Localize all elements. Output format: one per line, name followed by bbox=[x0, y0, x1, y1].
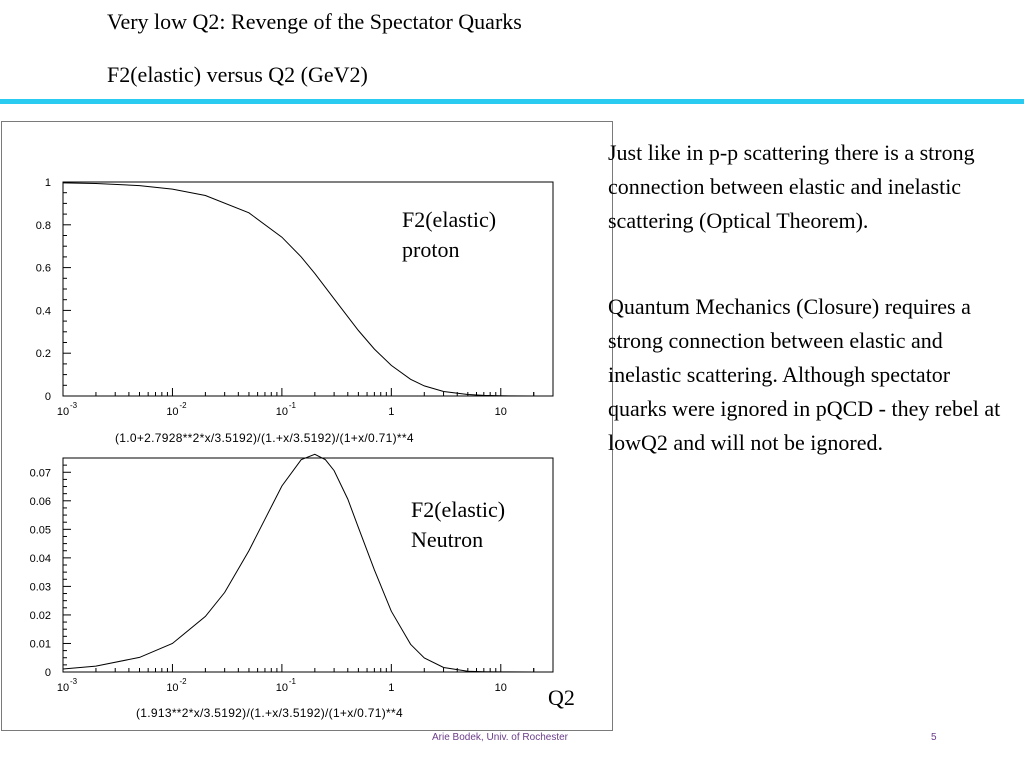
proton-x-tick-exponent: -2 bbox=[179, 401, 187, 410]
text-paragraph-1: Just like in p-p scattering there is a s… bbox=[608, 140, 975, 233]
title-divider bbox=[0, 99, 1024, 104]
neutron-y-tick-label: 0.01 bbox=[30, 638, 51, 650]
neutron-x-tick-label: 10 bbox=[495, 682, 507, 694]
neutron-y-tick-label: 0.03 bbox=[30, 581, 51, 593]
proton-label-line2: proton bbox=[402, 237, 460, 262]
proton-x-tick-exponent: -1 bbox=[289, 401, 297, 410]
proton-curve bbox=[62, 182, 553, 397]
slide-subtitle: F2(elastic) versus Q2 (GeV2) bbox=[107, 62, 368, 87]
proton-formula: (1.0+2.7928**2*x/3.5192)/(1.+x/3.5192)/(… bbox=[115, 431, 414, 445]
page-number: 5 bbox=[931, 732, 937, 743]
proton-y-tick-label: 0 bbox=[45, 391, 51, 403]
proton-label-line1: F2(elastic) bbox=[402, 207, 497, 232]
neutron-x-tick-exponent: -3 bbox=[70, 677, 78, 686]
neutron-y-tick-label: 0.02 bbox=[30, 610, 51, 622]
plots-figure: 10-310-210-11 1000.20.40.60.81(1.0+2.7928… bbox=[30, 177, 554, 720]
neutron-x-tick-exponent: -1 bbox=[289, 677, 297, 686]
neutron-x-tick-exponent: -2 bbox=[179, 677, 187, 686]
proton-y-tick-label: 1 bbox=[45, 177, 51, 189]
neutron-x-tick-label: 10 bbox=[166, 682, 178, 694]
neutron-x-tick-label: 1 bbox=[388, 682, 394, 694]
proton-x-tick-label: 10 bbox=[495, 406, 507, 418]
neutron-y-tick-label: 0 bbox=[45, 667, 51, 679]
neutron-y-tick-label: 0.05 bbox=[30, 524, 51, 536]
figure-frame bbox=[1, 121, 613, 731]
proton-chart: 10-310-210-11 1000.20.40.60.81(1.0+2.7928… bbox=[36, 177, 554, 445]
proton-x-tick-label: 1 bbox=[388, 406, 394, 418]
proton-x-tick-label: 10 bbox=[166, 406, 178, 418]
proton-y-tick-label: 0.6 bbox=[36, 263, 51, 275]
neutron-label-line1: F2(elastic) bbox=[411, 497, 506, 522]
neutron-curve bbox=[62, 453, 553, 673]
q2-axis-label: Q2 bbox=[548, 685, 575, 710]
neutron-plot-label: F2(elastic) Neutron bbox=[411, 495, 505, 555]
footer-author: Arie Bodek, Univ. of Rochester bbox=[432, 732, 568, 743]
neutron-label-line2: Neutron bbox=[411, 527, 484, 552]
slide-title: Very low Q2: Revenge of the Spectator Qu… bbox=[107, 9, 522, 34]
proton-y-tick-label: 0.4 bbox=[36, 305, 51, 317]
neutron-y-tick-label: 0.04 bbox=[30, 553, 51, 565]
neutron-y-tick-label: 0.07 bbox=[30, 467, 51, 479]
neutron-formula: (1.913**2*x/3.5192)/(1.+x/3.5192)/(1+x/0… bbox=[136, 706, 403, 720]
neutron-chart: 10-310-210-11 1000.010.020.030.040.050.06… bbox=[30, 453, 554, 720]
proton-y-tick-label: 0.8 bbox=[36, 220, 51, 232]
neutron-x-tick-label: 10 bbox=[276, 682, 288, 694]
text-paragraph-2: Quantum Mechanics (Closure) requires a s… bbox=[608, 294, 1001, 455]
neutron-y-tick-label: 0.06 bbox=[30, 496, 51, 508]
proton-x-tick-label: 10 bbox=[57, 406, 69, 418]
neutron-plot-frame bbox=[62, 457, 554, 673]
proton-x-tick-exponent: -3 bbox=[70, 401, 78, 410]
neutron-x-tick-label: 10 bbox=[57, 682, 69, 694]
proton-x-tick-label: 10 bbox=[276, 406, 288, 418]
proton-plot-label: F2(elastic) proton bbox=[402, 205, 496, 265]
proton-y-tick-label: 0.2 bbox=[36, 348, 51, 360]
